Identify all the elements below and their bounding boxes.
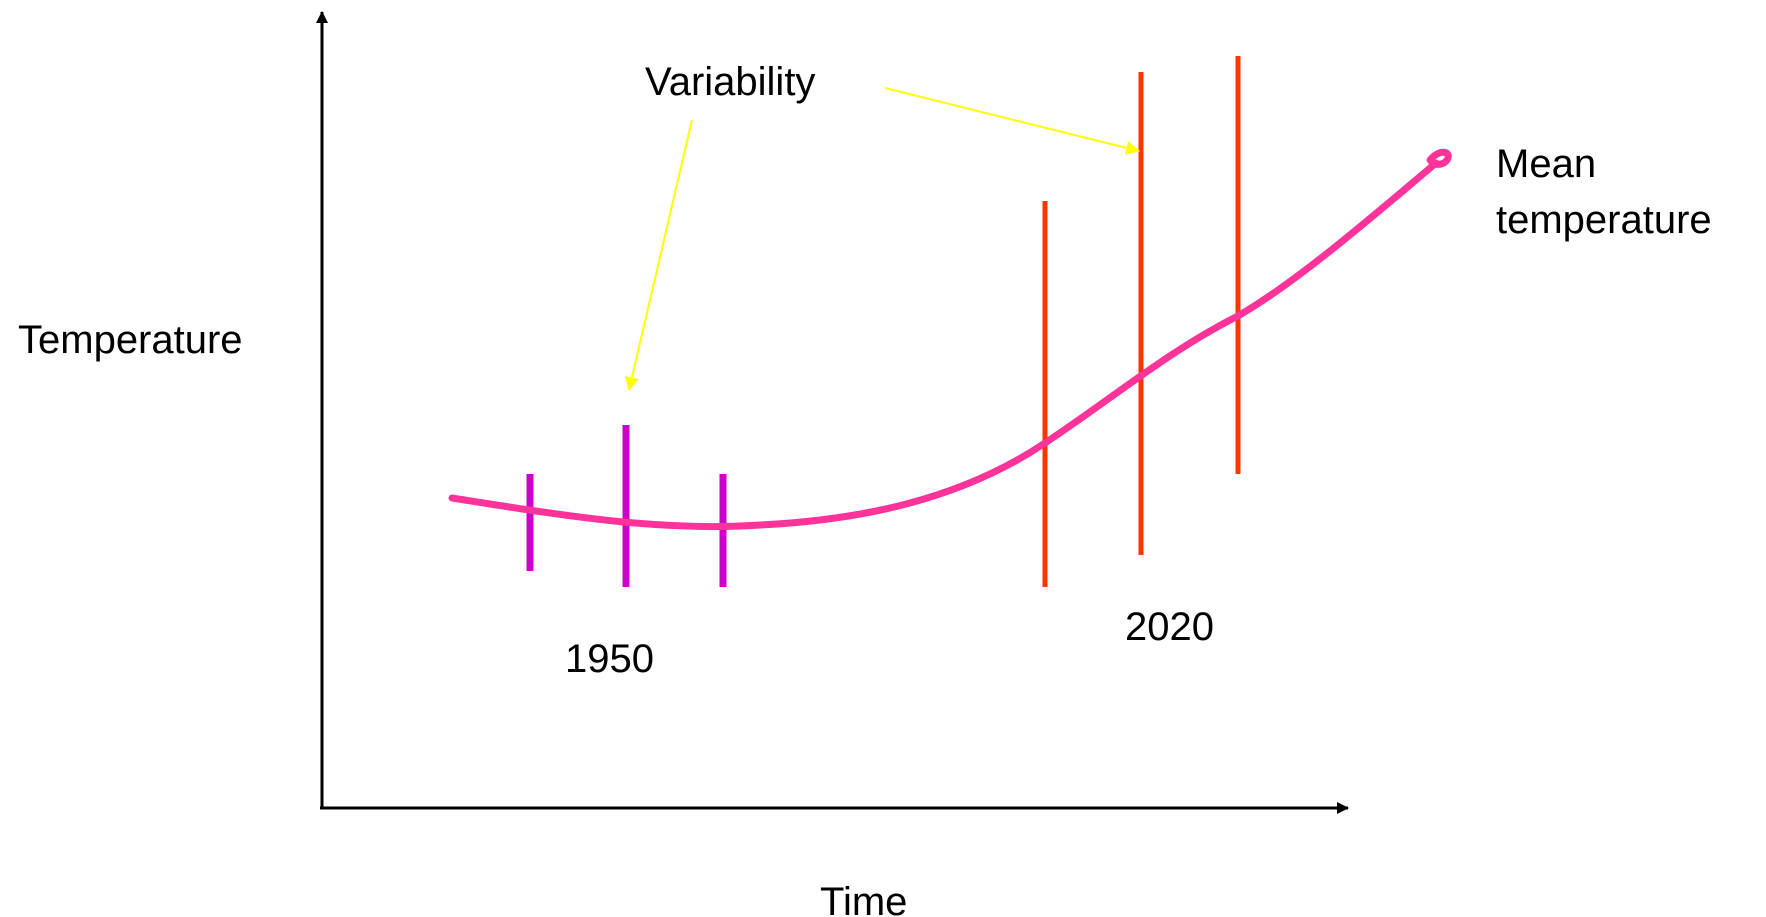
y-axis-label: Temperature (18, 318, 243, 362)
mean-temperature-label-line-2: temperature (1496, 198, 1712, 242)
year-label-2020: 2020 (1125, 605, 1214, 649)
mean-temperature-label-line-1: Mean (1496, 142, 1596, 186)
variability-arrow-early (625, 119, 693, 392)
x-axis-label: Time (820, 880, 907, 917)
year-label-1950: 1950 (565, 637, 654, 681)
mean-temperature-curve (448, 159, 1440, 531)
mean-curve-end-hook (1426, 148, 1452, 168)
variability-label: Variability (645, 60, 815, 104)
variability-arrow-late (884, 87, 1141, 155)
